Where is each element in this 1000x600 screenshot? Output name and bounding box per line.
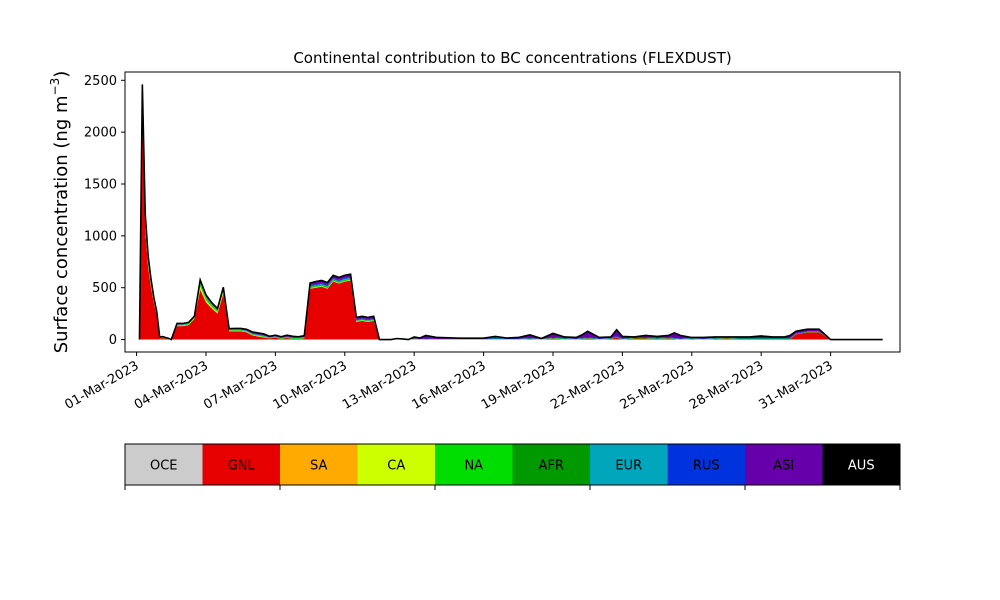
x-tick-label: 10-Mar-2023 [271,358,350,412]
legend-label-gnl: GNL [228,459,256,474]
stacked-areas [138,84,883,341]
x-tick-label: 22-Mar-2023 [548,358,627,412]
x-tick-label: 25-Mar-2023 [618,358,697,412]
y-axis-label: Surface concentration (ng m−3) [48,71,72,354]
region-legend: OCE GNL SA CA NA AFR EUR RUS ASI AUS [124,443,901,490]
area-eur [139,99,883,340]
y-axis: 0 500 1000 1500 2000 2500 [84,74,125,348]
x-tick-label: 01-Mar-2023 [62,358,141,412]
legend-swatch-aus [822,444,900,485]
area-na [139,106,883,340]
x-tick-label: 07-Mar-2023 [201,358,280,412]
legend-label-afr: AFR [539,459,564,474]
y-tick-label: 1500 [84,178,117,193]
x-tick-label: 04-Mar-2023 [132,358,211,412]
legend-swatch-na [435,444,513,485]
y-tick-label: 1000 [84,229,117,244]
legend-label-rus: RUS [693,459,720,474]
legend-swatch-asi [745,444,823,485]
x-tick-label: 28-Mar-2023 [687,358,766,412]
y-axis-label-text: Surface concentration (ng m [51,95,72,353]
legend-swatch-eur [590,444,668,485]
area-afr [139,102,883,340]
y-axis-label-close: ) [51,71,72,78]
area-rus [139,97,883,340]
legend-label-oce: OCE [150,459,178,474]
x-tick-label: 16-Mar-2023 [409,358,488,412]
area-ca [139,112,883,340]
legend-swatch-ca [357,444,435,485]
legend-swatch-rus [667,444,745,485]
legend-label-sa: SA [310,459,327,474]
area-aus [139,84,883,340]
y-tick-label: 500 [92,281,117,296]
x-axis: 01-Mar-202304-Mar-202307-Mar-202310-Mar-… [62,352,836,413]
legend-swatch-gnl [202,444,280,485]
x-tick-label: 13-Mar-2023 [340,358,419,412]
legend-label-eur: EUR [615,459,642,474]
area-asi [139,87,883,340]
legend-label-asi: ASI [773,459,794,474]
legend-swatch-oce [125,444,203,485]
area-sa [139,115,883,340]
x-tick-label: 31-Mar-2023 [756,358,835,412]
total-outline [138,84,883,341]
legend-swatch-afr [512,444,590,485]
y-tick-label: 0 [109,333,117,348]
plot-frame [124,71,901,353]
y-tick-label: 2000 [84,126,117,141]
y-axis-label-superscript: −3 [48,78,62,96]
legend-label-ca: CA [387,459,405,474]
x-tick-label: 19-Mar-2023 [479,358,558,412]
area-gnl [139,116,883,340]
chart-title: Continental contribution to BC concentra… [293,49,731,67]
legend-swatch-sa [280,444,358,485]
legend-frame [124,443,901,486]
legend-label-na: NA [464,459,483,474]
legend-label-aus: AUS [848,459,875,474]
y-tick-label: 2500 [84,74,117,89]
